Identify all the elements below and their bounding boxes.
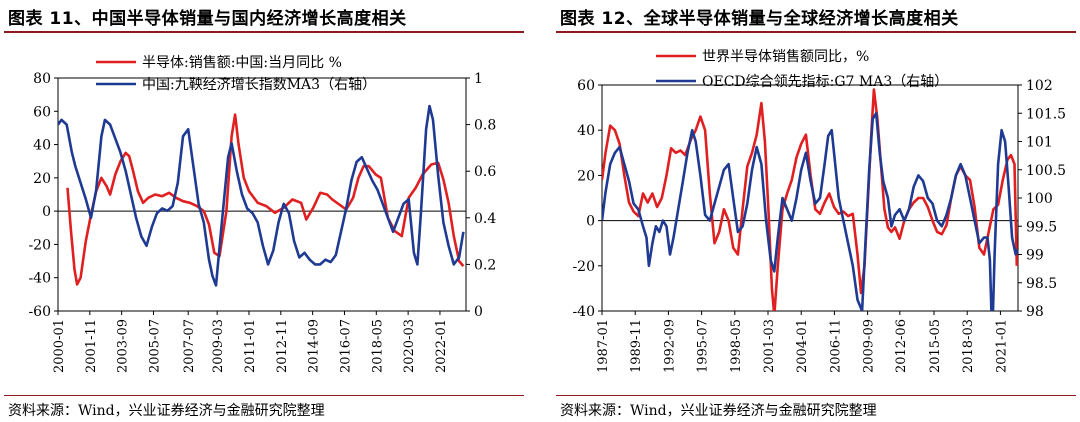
plot-frame	[601, 84, 1019, 312]
title-rule	[4, 31, 524, 33]
x-tick-label: 2009-09	[862, 319, 877, 373]
x-tick-label: 2014-09	[307, 319, 322, 373]
figure-12-source: 资料来源：Wind，兴业证券经济与金融研究院整理	[560, 403, 877, 419]
x-tick-label: 2000-01	[52, 319, 67, 373]
x-tick-label: 2009-03	[211, 319, 226, 373]
plot-frame	[57, 77, 467, 312]
x-tick-label: 2022-01	[434, 319, 449, 373]
x-tick-label: 2005-07	[147, 319, 162, 373]
y-left-tick-label: 20	[577, 168, 595, 184]
figure-11-panel: 图表 11、中国半导体销量与国内经济增长高度相关 -60 -40 -20 0 20 40 6…	[0, 0, 528, 422]
y-left-tick-label: 60	[33, 104, 51, 120]
y-right-tick-label: 0.8	[474, 118, 496, 134]
x-tick-label: 2018-03	[961, 319, 976, 373]
x-tick-label: 2020-03	[402, 319, 417, 373]
y-right-tick-label: 98.5	[1026, 276, 1057, 292]
x-tick-label: 2011-01	[243, 319, 258, 373]
y-right-tick-label: 99	[1026, 248, 1044, 264]
y-right-tick-label: 100	[1026, 191, 1053, 207]
y-left-tick-label: 20	[33, 171, 51, 187]
figure-11-source: 资料来源：Wind，兴业证券经济与金融研究院整理	[8, 403, 325, 419]
x-tick-label: 1995-07	[696, 319, 711, 373]
x-tick-label: 2021-01	[994, 319, 1009, 373]
x-tick-label: 2007-07	[182, 319, 197, 373]
y-left-tick-label: 80	[33, 71, 51, 87]
x-tick-label: 2004-01	[795, 319, 810, 373]
x-tick-label: 2012-06	[894, 319, 909, 373]
source-rule	[4, 395, 524, 396]
y-right-tick-label: 101	[1026, 135, 1053, 151]
y-right-tick-label: 0	[474, 304, 483, 320]
legend-label-0: 世界半导体销售额同比，%	[702, 49, 869, 65]
y-right-tick-label: 0.6	[474, 164, 496, 180]
y-left-tick-label: 40	[33, 138, 51, 154]
x-tick-label: 2003-09	[116, 319, 131, 373]
x-tick-label: 2016-07	[338, 319, 353, 373]
y-left-tick-label: -60	[28, 304, 51, 320]
series-line-1	[58, 104, 465, 287]
y-right-tick-label: 102	[1026, 78, 1053, 94]
figure-11-chart: -60 -40 -20 0 20 40 60 80 0 0.2 0.4 0.6 0.8 1 2000-01 2…	[28, 55, 496, 373]
x-tick-label: 1992-09	[662, 319, 677, 373]
x-tick-label: 1987-01	[596, 319, 611, 373]
legend-label-0: 半导体:销售额:中国:当月同比 %	[142, 55, 342, 71]
series-line-1	[602, 112, 1018, 311]
y-right-tick-label: 0.4	[474, 211, 496, 227]
y-right-tick-label: 100.5	[1026, 163, 1066, 179]
figure-12-chart: -40 -20 0 20 40 60 98 98.5 99 99.5 100 100.5 101 101.…	[572, 49, 1066, 373]
y-left-tick-label: 40	[577, 123, 595, 139]
y-right-tick-label: 101.5	[1026, 106, 1066, 122]
y-left-tick-label: 0	[586, 214, 595, 230]
source-rule	[556, 395, 1076, 396]
figure-11-title: 图表 11、中国半导体销量与国内经济增长高度相关	[8, 9, 407, 29]
y-right-tick-label: 99.5	[1026, 219, 1057, 235]
series-line-0	[602, 88, 1018, 311]
y-left-tick-label: -40	[572, 304, 595, 320]
y-left-tick-label: -40	[28, 271, 51, 287]
y-right-tick-label: 1	[474, 71, 483, 87]
x-tick-label: 2018-05	[370, 319, 385, 373]
x-tick-label: 1989-11	[629, 319, 644, 373]
legend-label-1: OECD综合领先指标:G7 MA3（右轴）	[702, 74, 948, 90]
figure-12-title: 图表 12、全球半导体销量与全球经济增长高度相关	[560, 9, 959, 29]
title-rule	[556, 31, 1076, 33]
x-tick-label: 2012-11	[275, 319, 290, 373]
y-left-tick-label: 60	[577, 78, 595, 94]
figure-12-panel: 图表 12、全球半导体销量与全球经济增长高度相关 -40 -20 0 20 40 60 98…	[552, 0, 1080, 422]
x-tick-label: 2001-03	[762, 319, 777, 373]
x-tick-label: 2001-11	[84, 319, 99, 373]
y-right-tick-label: 0.2	[474, 257, 496, 273]
y-left-tick-label: -20	[572, 259, 595, 275]
x-tick-label: 2015-05	[928, 319, 943, 373]
y-left-tick-label: 0	[42, 204, 51, 220]
legend-label-1: 中国:九鞅经济增长指数MA3（右轴）	[142, 77, 376, 93]
x-tick-label: 1998-05	[729, 319, 744, 373]
y-right-tick-label: 98	[1026, 304, 1044, 320]
x-tick-label: 2006-11	[828, 319, 843, 373]
y-left-tick-label: -20	[28, 237, 51, 253]
